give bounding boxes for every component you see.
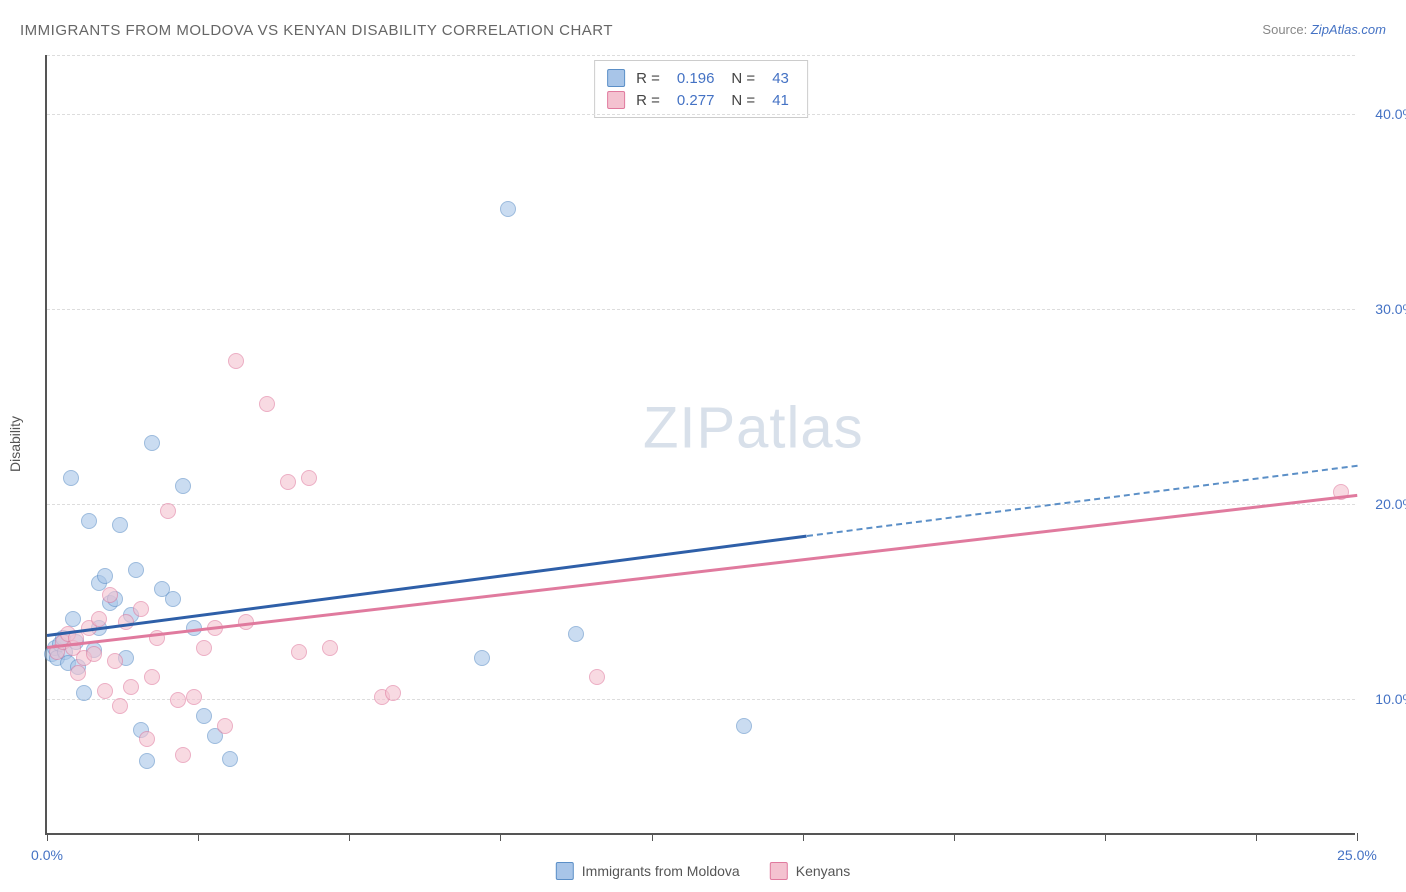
x-tick-label: 25.0% [1337,847,1377,863]
stat-n-value: 43 [772,70,789,87]
data-point [97,568,113,584]
legend-label: Kenyans [796,863,850,879]
data-point [568,626,584,642]
chart-container: IMMIGRANTS FROM MOLDOVA VS KENYAN DISABI… [0,0,1406,892]
legend-swatch [556,862,574,880]
gridline [47,309,1355,310]
x-tick [1357,833,1358,841]
x-tick [349,833,350,841]
data-point [291,644,307,660]
x-tick [803,833,804,841]
legend-row: R = 0.196 N = 43 [607,67,795,89]
legend-row: R = 0.277 N = 41 [607,89,795,111]
data-point [102,587,118,603]
data-point [144,435,160,451]
data-point [65,611,81,627]
trend-line [47,494,1357,649]
data-point [217,718,233,734]
x-tick [1256,833,1257,841]
data-point [165,591,181,607]
gridline [47,114,1355,115]
data-point [736,718,752,734]
x-tick [198,833,199,841]
data-point [196,708,212,724]
data-point [500,201,516,217]
stat-r-label: R = [636,92,660,109]
correlation-legend: R = 0.196 N = 43 R = 0.277 N = 41 [594,60,808,118]
data-point [280,474,296,490]
data-point [76,685,92,701]
data-point [222,751,238,767]
data-point [128,562,144,578]
y-tick-label: 30.0% [1375,301,1406,317]
stat-r-value: 0.277 [677,92,715,109]
plot-area: Disability ZIPatlas R =0.196N =43R =0.27… [45,55,1355,835]
x-tick [1105,833,1106,841]
legend-label: Immigrants from Moldova [582,863,740,879]
gridline [47,699,1355,700]
source-credit: Source: ZipAtlas.com [1262,22,1386,37]
data-point [175,747,191,763]
x-tick [954,833,955,841]
data-point [97,683,113,699]
data-point [70,665,86,681]
stat-r-value: 0.196 [677,70,715,87]
data-point [144,669,160,685]
data-point [175,478,191,494]
data-point [81,513,97,529]
data-point [123,679,139,695]
data-point [139,731,155,747]
data-point [139,753,155,769]
data-point [160,503,176,519]
x-tick [500,833,501,841]
data-point [86,646,102,662]
data-point [112,698,128,714]
stat-n-label: N = [731,70,755,87]
legend-item: Kenyans [770,862,850,880]
data-point [91,611,107,627]
stat-r-label: R = [636,70,660,87]
data-point [133,601,149,617]
legend-swatch [607,69,625,87]
data-point [186,689,202,705]
y-axis-label: Disability [7,416,23,472]
data-point [301,470,317,486]
data-point [474,650,490,666]
data-point [589,669,605,685]
data-point [63,470,79,486]
data-point [228,353,244,369]
data-point [322,640,338,656]
stat-n-value: 41 [772,92,789,109]
watermark: ZIPatlas [643,395,864,462]
gridline [47,55,1355,56]
x-tick [652,833,653,841]
data-point [196,640,212,656]
y-tick-label: 20.0% [1375,496,1406,512]
y-tick-label: 10.0% [1375,691,1406,707]
legend-item: Immigrants from Moldova [556,862,740,880]
y-tick-label: 40.0% [1375,106,1406,122]
x-tick-label: 0.0% [31,847,63,863]
legend-swatch [770,862,788,880]
stat-n-label: N = [731,92,755,109]
data-point [385,685,401,701]
data-point [170,692,186,708]
gridline [47,504,1355,505]
data-point [107,653,123,669]
series-legend: Immigrants from Moldova Kenyans [556,862,850,880]
data-point [112,517,128,533]
source-link[interactable]: ZipAtlas.com [1311,22,1386,37]
x-tick [47,833,48,841]
legend-swatch [607,91,625,109]
chart-title: IMMIGRANTS FROM MOLDOVA VS KENYAN DISABI… [20,22,613,39]
data-point [259,396,275,412]
